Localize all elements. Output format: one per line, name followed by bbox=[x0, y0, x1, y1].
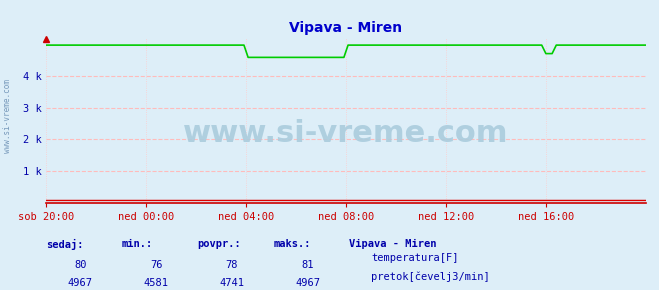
Text: min.:: min.: bbox=[122, 239, 153, 249]
Text: temperatura[F]: temperatura[F] bbox=[371, 253, 459, 263]
Text: 4967: 4967 bbox=[68, 278, 93, 288]
Text: pretok[čevelj3/min]: pretok[čevelj3/min] bbox=[371, 272, 490, 282]
Text: 4741: 4741 bbox=[219, 278, 244, 288]
Text: maks.:: maks.: bbox=[273, 239, 311, 249]
Text: 78: 78 bbox=[225, 260, 238, 269]
Text: www.si-vreme.com: www.si-vreme.com bbox=[3, 79, 13, 153]
Text: povpr.:: povpr.: bbox=[198, 239, 241, 249]
Text: 76: 76 bbox=[150, 260, 162, 269]
Text: 81: 81 bbox=[301, 260, 314, 269]
Text: 4967: 4967 bbox=[295, 278, 320, 288]
Text: www.si-vreme.com: www.si-vreme.com bbox=[183, 119, 509, 148]
Text: 80: 80 bbox=[74, 260, 86, 269]
Text: sedaj:: sedaj: bbox=[46, 239, 84, 250]
Title: Vipava - Miren: Vipava - Miren bbox=[289, 21, 403, 35]
Text: 4581: 4581 bbox=[144, 278, 169, 288]
Text: Vipava - Miren: Vipava - Miren bbox=[349, 239, 437, 249]
